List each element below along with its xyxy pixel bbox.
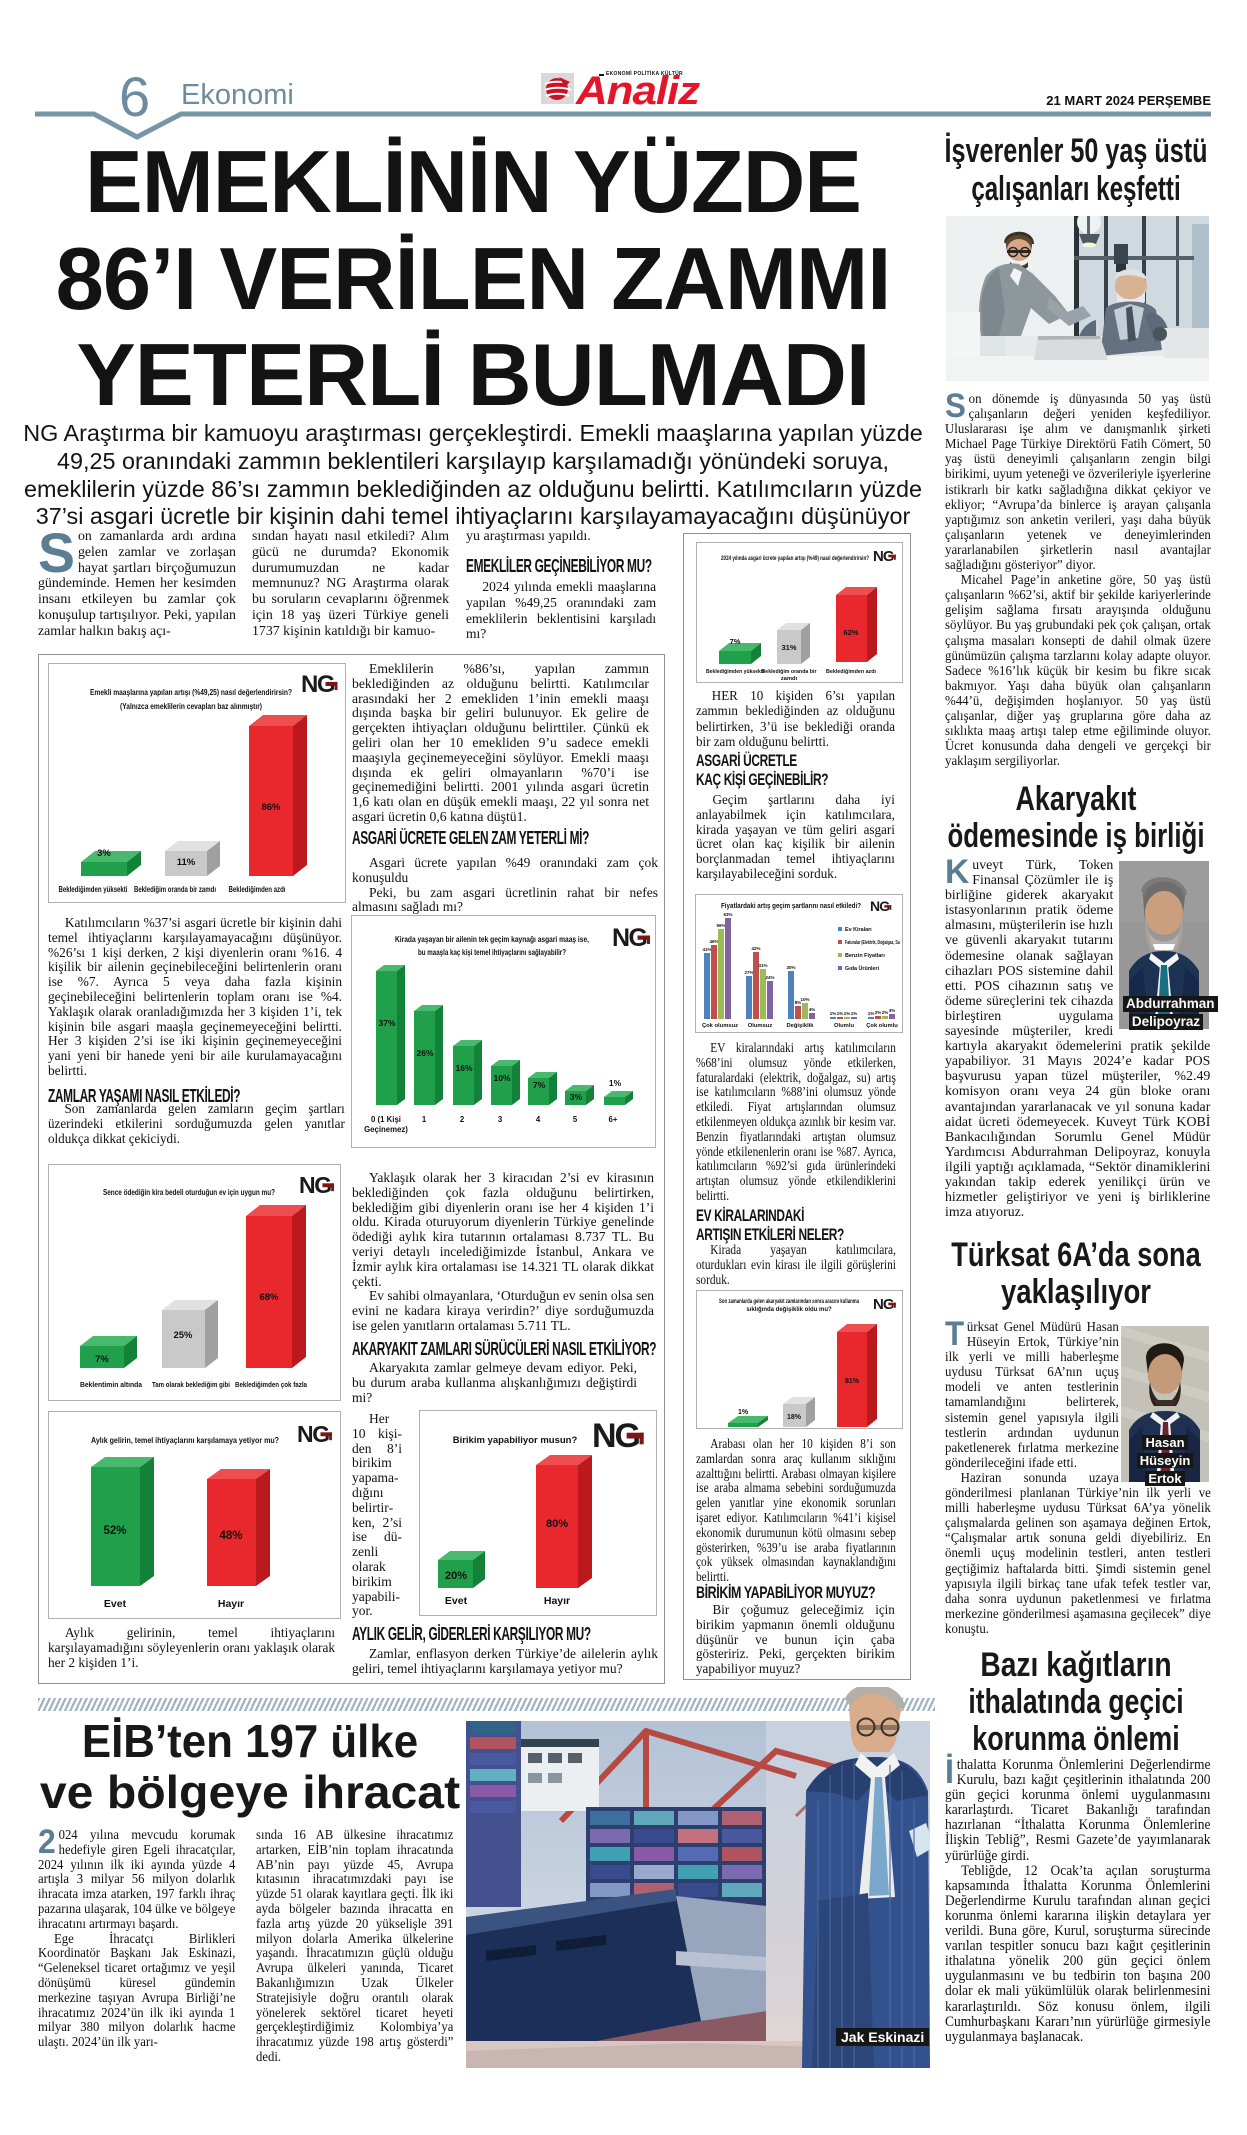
svg-text:Beklentimin altında: Beklentimin altında xyxy=(80,1380,143,1389)
svg-text:2%: 2% xyxy=(882,1010,889,1015)
svg-text:62%: 62% xyxy=(843,628,858,637)
svg-text:68%: 68% xyxy=(259,1292,279,1303)
svg-text:1%: 1% xyxy=(868,1011,875,1016)
svg-text:2%: 2% xyxy=(875,1010,882,1015)
svg-text:7%: 7% xyxy=(730,637,741,646)
svg-text:Fiyatlardaki artış geçim şartl: Fiyatlardaki artış geçim şartlarını nası… xyxy=(721,901,861,910)
svg-text:NG: NG xyxy=(870,898,890,914)
svg-text:Birikim yapabiliyor musun?: Birikim yapabiliyor musun? xyxy=(453,1435,578,1446)
svg-text:NG: NG xyxy=(873,1296,894,1313)
svg-text:Geçinemez): Geçinemez) xyxy=(364,1125,408,1134)
svg-text:1%: 1% xyxy=(738,1409,749,1416)
svg-text:Tam olarak beklediğim gibi: Tam olarak beklediğim gibi xyxy=(152,1380,230,1389)
svg-text:bu maaşla kaç kişi temel ihtiy: bu maaşla kaç kişi temel ihtiyaçlarını s… xyxy=(418,947,566,957)
svg-text:1%: 1% xyxy=(609,1078,622,1088)
svg-text:Beklediğimden azdı: Beklediğimden azdı xyxy=(229,885,286,894)
svg-text:Çok olumsuz: Çok olumsuz xyxy=(702,1023,738,1029)
svg-text:11%: 11% xyxy=(177,857,196,868)
svg-text:56%: 56% xyxy=(716,923,725,928)
svg-text:48%: 48% xyxy=(219,1530,242,1542)
svg-text:4%: 4% xyxy=(809,1007,816,1012)
svg-text:30%: 30% xyxy=(786,965,795,970)
svg-text:4: 4 xyxy=(536,1115,541,1124)
svg-text:1%: 1% xyxy=(837,1011,844,1016)
svg-text:7%: 7% xyxy=(533,1080,546,1090)
svg-text:Benzin Fiyatları: Benzin Fiyatları xyxy=(845,953,885,959)
svg-text:25%: 25% xyxy=(173,1330,193,1341)
svg-text:zamdı: zamdı xyxy=(781,676,798,682)
svg-text:81%: 81% xyxy=(845,1378,860,1385)
svg-text:(Yalnızca emeklilerin cevaplar: (Yalnızca emeklilerin cevapları baz alın… xyxy=(120,701,262,711)
svg-text:Gıda Ürünleri: Gıda Ürünleri xyxy=(845,965,880,972)
svg-text:Beklediğimden çok fazla: Beklediğimden çok fazla xyxy=(235,1380,308,1389)
svg-text:3%: 3% xyxy=(889,1008,896,1013)
svg-text:5: 5 xyxy=(573,1115,578,1124)
svg-text:Çok olumlu: Çok olumlu xyxy=(866,1023,898,1029)
svg-text:Evet: Evet xyxy=(104,1598,127,1610)
svg-text:10%: 10% xyxy=(493,1073,510,1083)
svg-text:Son zamanlarda gelen akaryakıt: Son zamanlarda gelen akaryakıt zamlarınd… xyxy=(719,1299,859,1305)
svg-text:1%: 1% xyxy=(844,1011,851,1016)
svg-text:8%: 8% xyxy=(795,1000,802,1005)
svg-text:41%: 41% xyxy=(702,947,711,952)
svg-text:31%: 31% xyxy=(758,963,767,968)
svg-text:2024 yılında asgari ücrete yap: 2024 yılında asgari ücrete yapılan artış… xyxy=(721,555,869,562)
svg-text:Sence ödediğin kira bedeli otu: Sence ödediğin kira bedeli oturduğun ev … xyxy=(103,1187,275,1197)
svg-text:Beklediğim oranda bir zamdı: Beklediğim oranda bir zamdı xyxy=(134,885,216,894)
svg-text:42%: 42% xyxy=(751,946,760,951)
svg-text:Beklediğimden azdı: Beklediğimden azdı xyxy=(826,669,876,675)
svg-text:3%: 3% xyxy=(97,848,111,859)
svg-text:80%: 80% xyxy=(546,1518,568,1530)
svg-text:Beklediğimden yüksekti: Beklediğimden yüksekti xyxy=(59,885,128,894)
svg-text:86%: 86% xyxy=(261,802,281,813)
svg-text:52%: 52% xyxy=(103,1525,126,1537)
svg-text:6+: 6+ xyxy=(609,1115,618,1124)
svg-text:3%: 3% xyxy=(570,1092,583,1102)
svg-text:Faturalar (Elektrik, Doğalgaz,: Faturalar (Elektrik, Doğalgaz, Su xyxy=(845,940,900,946)
svg-text:Hayır: Hayır xyxy=(544,1595,570,1607)
svg-text:Olumlu: Olumlu xyxy=(834,1023,854,1029)
svg-text:10%: 10% xyxy=(800,997,809,1002)
svg-text:7%: 7% xyxy=(95,1354,109,1365)
svg-text:0 (1 Kişi: 0 (1 Kişi xyxy=(371,1115,401,1124)
svg-text:Aylık gelirin, temel ihtiyaçla: Aylık gelirin, temel ihtiyaçlarını karşı… xyxy=(91,1435,279,1445)
svg-text:Emekli maaşlarına yapılan artı: Emekli maaşlarına yapılan artışı (%49,25… xyxy=(90,687,292,697)
svg-text:1%: 1% xyxy=(830,1011,837,1016)
svg-text:2: 2 xyxy=(460,1115,465,1124)
svg-text:Değişiklik: Değişiklik xyxy=(786,1023,814,1029)
svg-text:Beklediğimden yüksekti: Beklediğimden yüksekti xyxy=(706,669,764,675)
svg-text:Hayır: Hayır xyxy=(218,1598,244,1610)
svg-text:20%: 20% xyxy=(445,1570,467,1582)
svg-text:sıklığında değişiklik oldu mu?: sıklığında değişiklik oldu mu? xyxy=(746,1307,832,1313)
svg-text:24%: 24% xyxy=(765,975,774,980)
svg-text:Beklediğim oranda bir: Beklediğim oranda bir xyxy=(762,669,818,675)
svg-text:27%: 27% xyxy=(744,970,753,975)
svg-text:16%: 16% xyxy=(455,1063,472,1073)
svg-text:31%: 31% xyxy=(781,643,796,652)
svg-text:Olumsuz: Olumsuz xyxy=(748,1023,773,1029)
svg-text:Ev Kiraları: Ev Kiraları xyxy=(845,927,872,933)
svg-text:Kirada yaşayan bir ailenin tek: Kirada yaşayan bir ailenin tek geçim kay… xyxy=(395,934,589,944)
svg-text:1: 1 xyxy=(422,1115,427,1124)
svg-text:63%: 63% xyxy=(723,912,732,917)
svg-text:46%: 46% xyxy=(709,939,718,944)
svg-text:18%: 18% xyxy=(787,1414,802,1421)
svg-text:26%: 26% xyxy=(416,1048,433,1058)
svg-text:3: 3 xyxy=(498,1115,503,1124)
svg-text:NG: NG xyxy=(873,548,894,565)
svg-text:37%: 37% xyxy=(378,1018,395,1028)
svg-text:1%: 1% xyxy=(851,1011,858,1016)
svg-text:Evet: Evet xyxy=(445,1595,468,1607)
